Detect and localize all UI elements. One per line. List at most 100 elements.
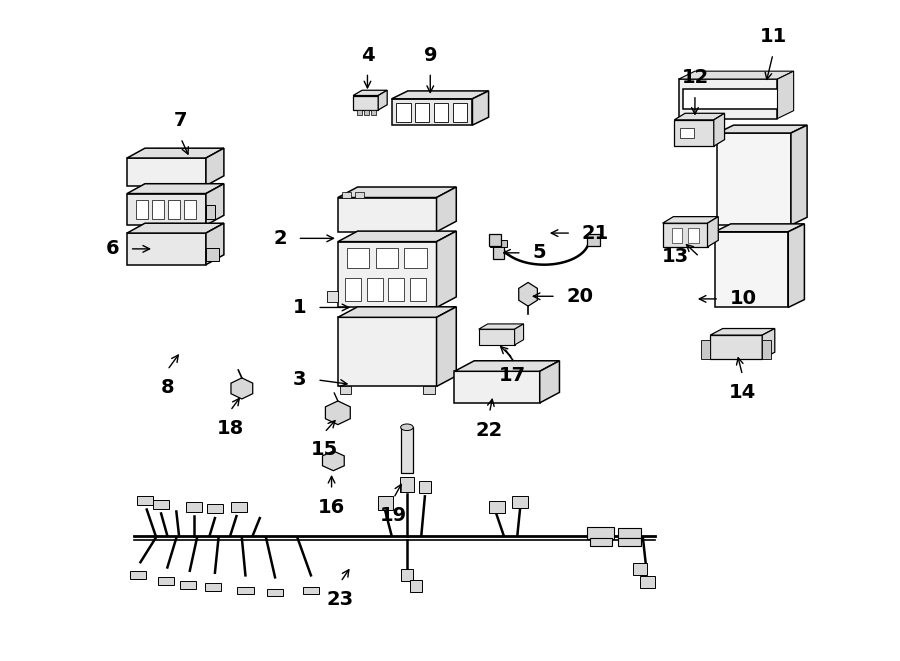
Bar: [680, 128, 694, 138]
Polygon shape: [338, 198, 436, 232]
Polygon shape: [778, 71, 794, 118]
Polygon shape: [342, 192, 351, 198]
Bar: [378, 496, 392, 510]
Text: 17: 17: [500, 366, 526, 385]
Polygon shape: [710, 329, 775, 335]
Polygon shape: [206, 206, 215, 219]
Bar: [207, 504, 223, 514]
Text: 7: 7: [174, 112, 187, 130]
Polygon shape: [791, 125, 807, 225]
Polygon shape: [788, 224, 805, 307]
Polygon shape: [472, 91, 489, 125]
Text: 15: 15: [310, 440, 338, 459]
Polygon shape: [338, 307, 456, 317]
Text: 18: 18: [217, 418, 244, 438]
Polygon shape: [479, 329, 515, 345]
Polygon shape: [674, 113, 725, 120]
Polygon shape: [479, 324, 524, 329]
Bar: [400, 427, 413, 473]
Polygon shape: [410, 278, 426, 301]
Bar: [267, 588, 284, 596]
Polygon shape: [671, 229, 682, 243]
Bar: [400, 477, 414, 492]
Polygon shape: [392, 91, 489, 98]
Polygon shape: [338, 231, 456, 242]
Bar: [303, 586, 319, 594]
Bar: [489, 234, 501, 246]
Text: 3: 3: [292, 370, 306, 389]
Polygon shape: [338, 187, 456, 198]
Bar: [633, 563, 647, 574]
Text: 8: 8: [160, 378, 175, 397]
Bar: [491, 241, 507, 247]
Polygon shape: [714, 113, 724, 146]
Text: 14: 14: [729, 383, 756, 402]
Polygon shape: [436, 187, 456, 232]
Polygon shape: [688, 229, 698, 243]
Polygon shape: [454, 371, 540, 403]
Bar: [418, 481, 431, 493]
Polygon shape: [762, 329, 775, 359]
Text: 5: 5: [533, 243, 546, 262]
Text: 6: 6: [105, 239, 119, 258]
Polygon shape: [436, 307, 456, 387]
Text: 19: 19: [380, 506, 407, 525]
Text: 10: 10: [730, 290, 757, 309]
Bar: [410, 580, 422, 592]
Polygon shape: [710, 335, 762, 359]
Text: 16: 16: [318, 498, 346, 517]
Polygon shape: [127, 148, 224, 158]
Text: 13: 13: [662, 247, 688, 266]
Bar: [186, 502, 202, 512]
Polygon shape: [454, 361, 560, 371]
Polygon shape: [715, 232, 788, 307]
Polygon shape: [353, 96, 378, 110]
Bar: [130, 571, 146, 579]
Polygon shape: [762, 340, 771, 359]
Polygon shape: [715, 224, 805, 232]
Ellipse shape: [400, 424, 413, 430]
Bar: [205, 583, 221, 591]
Polygon shape: [662, 223, 707, 247]
Text: 22: 22: [476, 420, 503, 440]
Polygon shape: [366, 278, 382, 301]
Polygon shape: [338, 317, 436, 387]
Polygon shape: [364, 110, 369, 115]
Polygon shape: [662, 217, 718, 223]
Polygon shape: [127, 158, 206, 186]
Polygon shape: [717, 125, 807, 133]
Bar: [588, 234, 599, 246]
Text: 11: 11: [760, 27, 787, 46]
Polygon shape: [168, 200, 180, 219]
Text: 23: 23: [327, 590, 354, 609]
Polygon shape: [356, 110, 362, 115]
Polygon shape: [346, 249, 369, 268]
Polygon shape: [423, 387, 435, 395]
Polygon shape: [127, 184, 224, 194]
Polygon shape: [717, 133, 791, 225]
Polygon shape: [322, 451, 344, 471]
Polygon shape: [515, 324, 524, 345]
Polygon shape: [453, 103, 467, 122]
Polygon shape: [326, 401, 350, 424]
Bar: [640, 576, 654, 588]
Polygon shape: [371, 110, 376, 115]
Polygon shape: [396, 103, 410, 122]
Polygon shape: [701, 340, 710, 359]
Polygon shape: [339, 387, 351, 395]
Polygon shape: [127, 223, 224, 233]
Polygon shape: [434, 103, 448, 122]
Polygon shape: [184, 200, 196, 219]
Bar: [158, 576, 174, 584]
Polygon shape: [679, 79, 778, 118]
Text: 21: 21: [582, 223, 609, 243]
Polygon shape: [415, 103, 429, 122]
Polygon shape: [206, 148, 224, 186]
Text: 2: 2: [273, 229, 287, 248]
Polygon shape: [231, 378, 253, 399]
Polygon shape: [353, 91, 387, 96]
Polygon shape: [136, 200, 148, 219]
Polygon shape: [206, 249, 219, 261]
Polygon shape: [378, 91, 387, 110]
Polygon shape: [540, 361, 560, 403]
